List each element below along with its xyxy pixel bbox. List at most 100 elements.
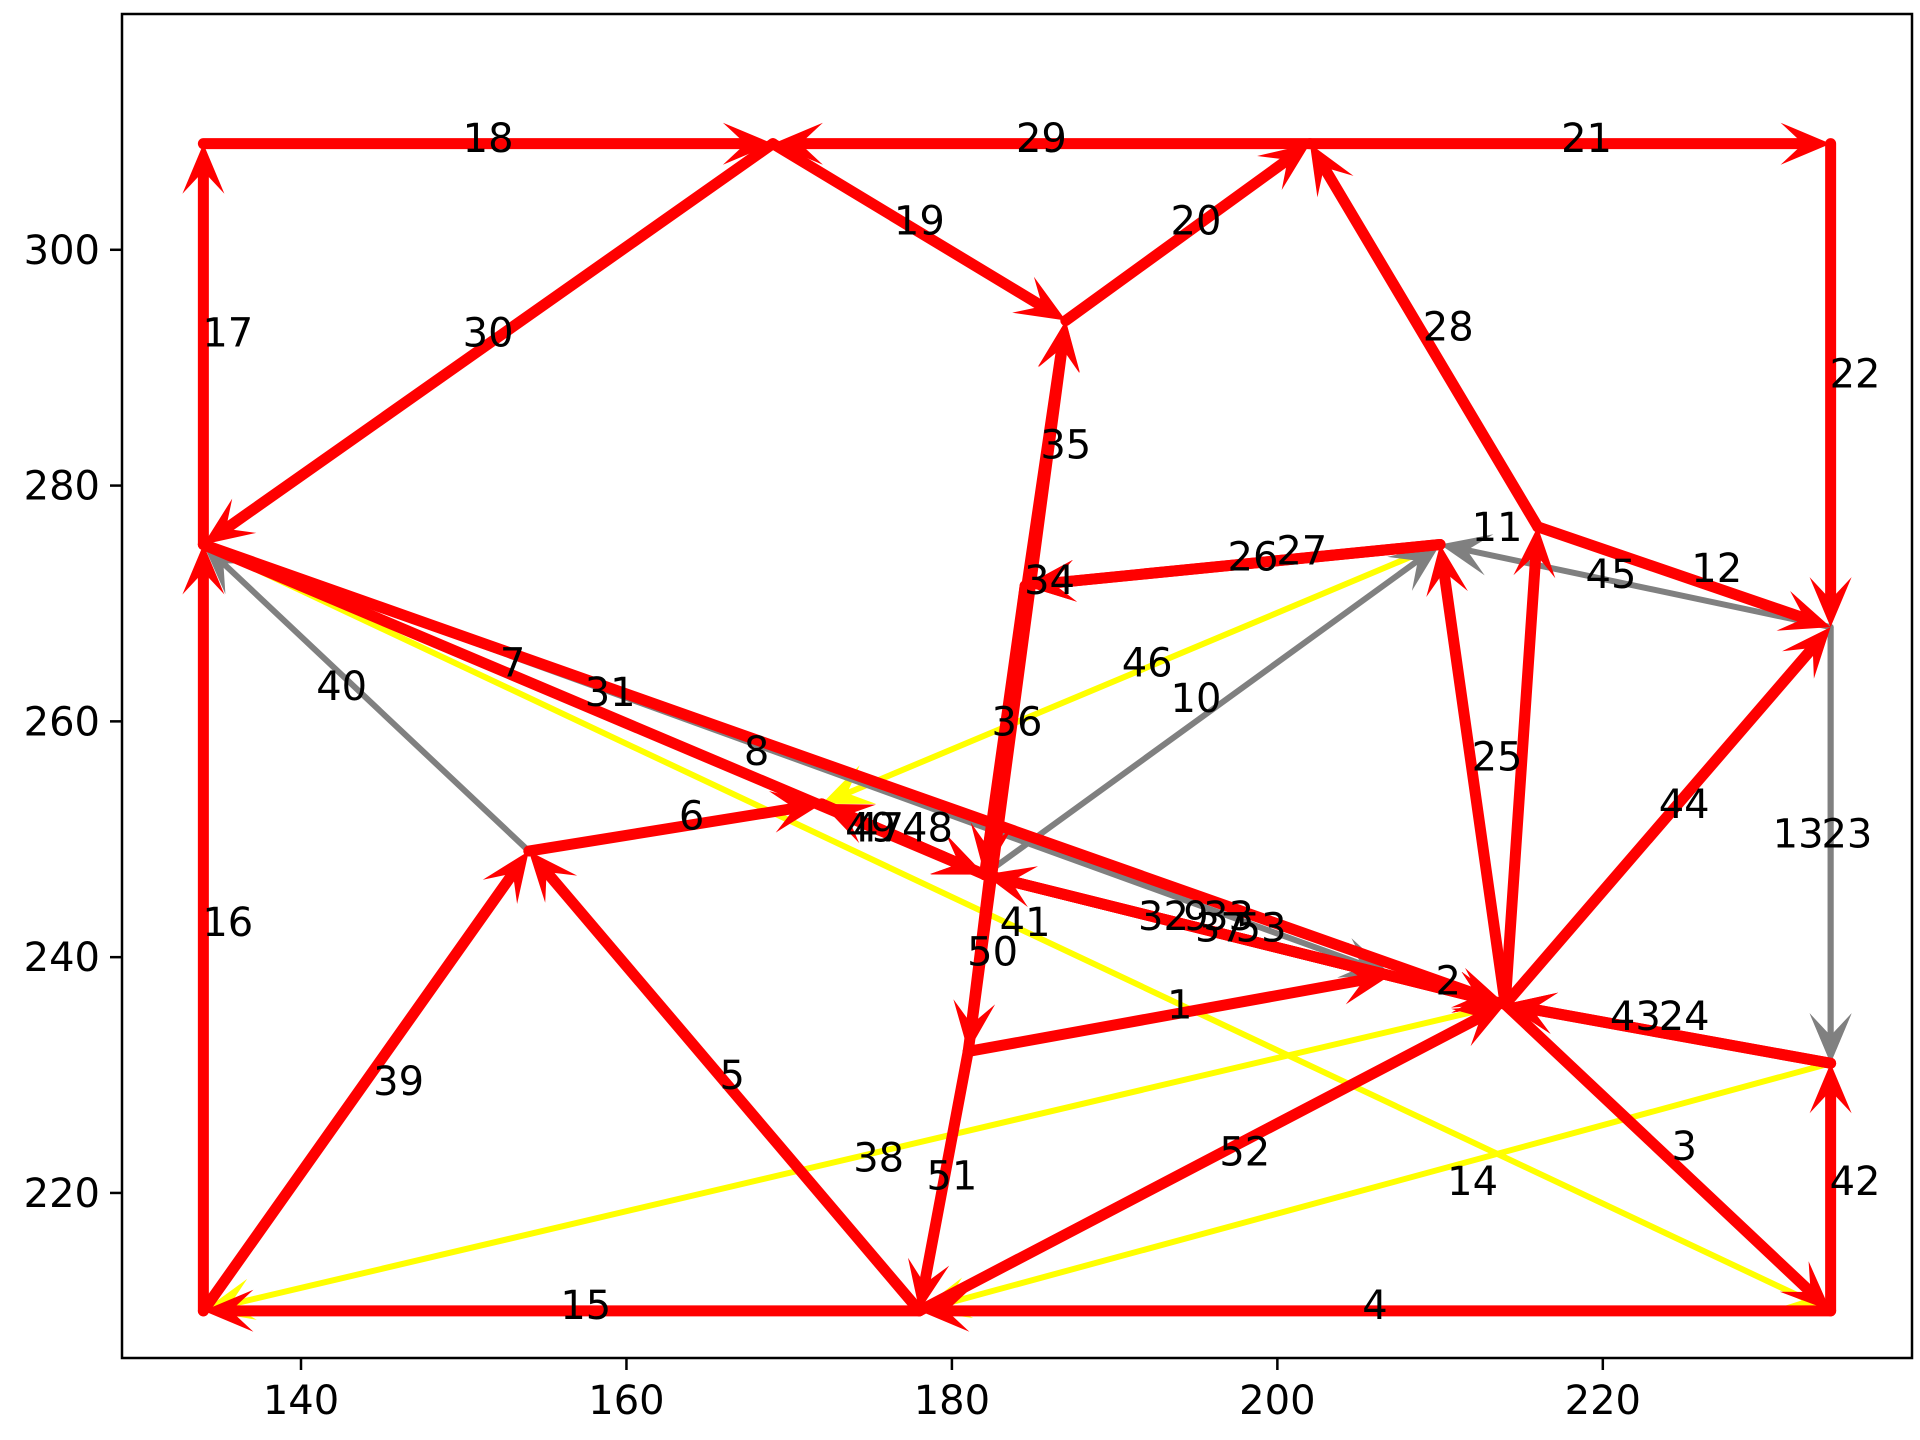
edge-label-48: 48 <box>902 805 953 851</box>
edge-label-26: 26 <box>1228 534 1279 580</box>
edge-line <box>1499 642 1819 1010</box>
edge-arrowhead <box>1809 1063 1852 1114</box>
edge-arrowhead <box>821 803 876 844</box>
edge-label-21: 21 <box>1561 116 1612 162</box>
edge-label-19: 19 <box>894 198 945 244</box>
edge-25 <box>1426 544 1511 1010</box>
edge-10 <box>981 544 1441 878</box>
edge-label-8: 8 <box>744 729 769 775</box>
edge-label-25: 25 <box>1472 735 1523 781</box>
edge-label-12: 12 <box>1691 546 1742 592</box>
edge-line <box>913 1011 1487 1317</box>
edge-27 <box>1025 539 1446 602</box>
edge-label-41: 41 <box>1000 900 1051 946</box>
y-axis: 220 240 260 280 300 <box>24 228 122 1217</box>
edge-label-30: 30 <box>463 310 514 356</box>
edge-label-23: 23 <box>1821 811 1872 857</box>
edge-30 <box>203 138 779 545</box>
edge-49 <box>821 803 990 881</box>
edge-29 <box>772 122 1316 165</box>
edge-arrowhead <box>1782 627 1831 679</box>
edge-label-33: 33 <box>1203 894 1254 940</box>
edge-line <box>197 539 1485 1001</box>
edge-arrowhead <box>203 544 255 595</box>
edge-label-2: 2 <box>1436 959 1461 1005</box>
edge-label-15: 15 <box>560 1283 611 1329</box>
edge-label-31: 31 <box>585 670 636 716</box>
edge-label-51: 51 <box>926 1153 977 1199</box>
edge-label-16: 16 <box>202 900 253 946</box>
edge-line <box>220 138 779 535</box>
edge-arrowhead <box>182 544 225 595</box>
edge-arrowhead <box>1025 559 1077 602</box>
edge-label-4: 4 <box>1362 1283 1387 1329</box>
edge-label-49: 49 <box>845 805 896 851</box>
edge-arrowhead <box>984 866 1038 908</box>
edge-43 <box>1505 992 1837 1069</box>
edges-layer <box>182 122 1852 1332</box>
edge-line <box>942 1060 1834 1307</box>
edge-line <box>1499 998 1817 1298</box>
edge-41 <box>984 866 1511 1010</box>
edge-arrowhead <box>1809 1013 1852 1064</box>
edge-line <box>841 809 990 881</box>
edge-label-14: 14 <box>1447 1159 1498 1205</box>
edge-line <box>1526 1003 1837 1069</box>
edge-line <box>981 557 1421 878</box>
edge-arrowhead <box>1426 544 1468 597</box>
edge-52 <box>913 1004 1506 1317</box>
edge-28 <box>1309 143 1544 533</box>
edge-label-5: 5 <box>720 1053 745 1099</box>
edge-39 <box>197 851 529 1317</box>
edge-5 <box>528 851 925 1317</box>
edge-17 <box>182 143 225 551</box>
edge-arrowhead <box>1038 320 1080 373</box>
edge-line <box>523 802 801 857</box>
edge-40 <box>203 544 532 855</box>
edge-label-1: 1 <box>1167 982 1192 1028</box>
edge-label-28: 28 <box>1423 304 1474 350</box>
edge-arrowhead <box>203 498 257 545</box>
x-tick-label: 160 <box>588 1378 664 1424</box>
x-axis: 140 160 180 200 220 <box>263 1358 1641 1424</box>
edge-label-42: 42 <box>1830 1159 1881 1205</box>
edge-arrowhead <box>1012 276 1066 321</box>
edge-arrowhead <box>1451 1004 1506 1047</box>
y-tick-label: 240 <box>24 935 100 981</box>
y-tick-label: 300 <box>24 228 100 274</box>
edge-label-35: 35 <box>1040 422 1091 468</box>
edge-line <box>1463 547 1834 631</box>
edge-label-32: 32 <box>1138 894 1189 940</box>
edge-3 <box>1499 998 1831 1311</box>
edge-50 <box>953 580 1031 1052</box>
edge-label-7: 7 <box>500 640 525 686</box>
edge-line <box>1318 161 1544 533</box>
edge-line <box>1060 154 1294 327</box>
edge-arrowhead <box>821 765 876 804</box>
edge-18 <box>197 122 773 165</box>
edge-label-52: 52 <box>1219 1130 1270 1176</box>
x-tick-label: 180 <box>914 1378 990 1424</box>
edge-label-34: 34 <box>1024 558 1075 604</box>
edge-19 <box>767 138 1066 321</box>
edge-23 <box>1809 624 1852 1064</box>
edge-line <box>1532 521 1811 624</box>
edge-label-36: 36 <box>992 699 1043 745</box>
edge-line <box>200 541 1809 1303</box>
edge-arrowhead <box>482 851 529 904</box>
edge-label-20: 20 <box>1171 198 1222 244</box>
edge-label-38: 38 <box>853 1136 904 1182</box>
edge-20 <box>1060 143 1310 327</box>
edge-label-37: 37 <box>1195 906 1246 952</box>
edge-45 <box>1440 534 1834 631</box>
edge-arrowhead <box>919 1289 970 1332</box>
edge-label-3: 3 <box>1671 1124 1696 1170</box>
edge-arrowhead <box>1387 544 1441 591</box>
edge-arrowhead <box>772 122 823 165</box>
y-tick-label: 260 <box>24 699 100 745</box>
edge-arrowhead <box>1779 1261 1831 1311</box>
edge-arrowhead <box>1513 526 1556 579</box>
edge-4 <box>919 1289 1837 1332</box>
